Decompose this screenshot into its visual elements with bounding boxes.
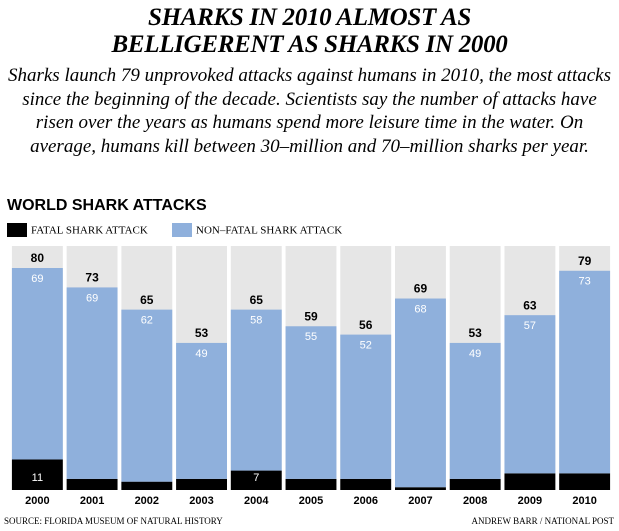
total-label: 53 — [195, 326, 209, 340]
source: SOURCE: FLORIDA MUSEUM OF NATURAL HISTOR… — [4, 516, 223, 526]
value-label: 57 — [524, 320, 536, 332]
value-label: 7 — [253, 472, 259, 484]
legend-label: FATAL SHARK ATTACK — [31, 225, 148, 237]
value-label: 73 — [579, 276, 591, 288]
value-label: 69 — [31, 273, 43, 285]
x-tick-label: 2009 — [518, 495, 542, 507]
x-tick-label: 2007 — [408, 495, 432, 507]
total-label: 80 — [31, 251, 45, 265]
value-label: 62 — [141, 315, 153, 327]
bar-segment — [504, 315, 556, 474]
x-tick-label: 2000 — [25, 495, 49, 507]
bar-segment — [230, 309, 282, 471]
bar-segment — [176, 342, 227, 479]
x-tick-label: 2001 — [80, 495, 104, 507]
total-label: 59 — [304, 309, 318, 323]
value-label: 52 — [360, 340, 372, 352]
bar-segment — [11, 268, 63, 460]
bar-segment — [449, 342, 501, 479]
x-tick-label: 2006 — [353, 495, 377, 507]
bar-segment — [285, 478, 337, 490]
chart-subtitle: Sharks launch 79 unprovoked attacks agai… — [7, 65, 611, 157]
total-label: 79 — [578, 254, 592, 268]
bar-segment — [395, 487, 446, 490]
bar-segment — [449, 478, 501, 490]
legend-swatch — [7, 223, 27, 237]
total-label: 65 — [140, 293, 154, 307]
x-tick-label: 2003 — [189, 495, 213, 507]
total-label: 65 — [250, 293, 264, 307]
bar-segment — [121, 309, 173, 482]
section-title: WORLD SHARK ATTACKS — [7, 197, 207, 214]
bar-segment — [559, 270, 611, 474]
x-tick-label: 2005 — [299, 495, 323, 507]
credit: ANDREW BARR / NATIONAL POST — [471, 516, 614, 526]
value-label: 55 — [305, 331, 317, 343]
bar-segment — [340, 478, 392, 490]
value-label: 58 — [250, 315, 262, 327]
bar-segment — [121, 481, 173, 490]
value-label: 49 — [195, 348, 207, 360]
total-label: 69 — [414, 282, 428, 296]
value-label: 11 — [32, 472, 43, 484]
chart-title: SHARKS IN 2010 ALMOST AS BELLIGERENT AS … — [111, 4, 508, 58]
bar-segment — [395, 298, 446, 488]
total-label: 73 — [85, 271, 99, 285]
value-label: 69 — [86, 292, 98, 304]
bar-segment — [11, 459, 63, 490]
x-tick-label: 2002 — [135, 495, 159, 507]
bar-segment — [340, 334, 392, 479]
bar-segment — [285, 326, 337, 479]
bar-segment — [504, 473, 556, 490]
bar-segment — [66, 287, 118, 479]
total-label: 63 — [523, 298, 537, 312]
x-tick-label: 2008 — [463, 495, 487, 507]
value-label: 49 — [469, 348, 481, 360]
bar-segment — [66, 478, 118, 490]
value-label: 68 — [414, 303, 426, 315]
legend-label: NON–FATAL SHARK ATTACK — [196, 225, 342, 237]
bar-segment — [230, 470, 282, 490]
legend-swatch — [172, 223, 192, 237]
x-tick-label: 2010 — [572, 495, 596, 507]
total-label: 53 — [469, 326, 483, 340]
bar-segment — [176, 478, 227, 490]
total-label: 56 — [359, 318, 373, 332]
x-tick-label: 2004 — [244, 495, 269, 507]
bar-segment — [559, 473, 611, 490]
